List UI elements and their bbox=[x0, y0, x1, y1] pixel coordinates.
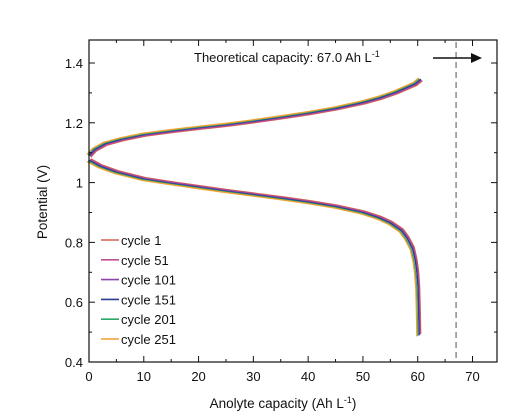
y-tick-label: 1 bbox=[76, 176, 83, 191]
legend: cycle 1 cycle 51 cycle 101 cycle 151 cycle 2… bbox=[101, 233, 176, 347]
legend-label: cycle 151 bbox=[121, 292, 176, 307]
annotation-arrowhead bbox=[471, 53, 482, 63]
y-tick-label: 0.8 bbox=[65, 235, 83, 250]
y-axis-label: Potential (V) bbox=[35, 165, 50, 239]
x-axis-label-main: Anolyte capacity (Ah L bbox=[210, 396, 345, 411]
x-axis-label-end: ) bbox=[352, 396, 357, 411]
series-discharge-line bbox=[88, 159, 420, 336]
legend-label: cycle 251 bbox=[121, 332, 176, 347]
y-axis-ticks: 0.4 0.6 0.8 1 1.2 1.4 bbox=[65, 56, 497, 370]
y-tick-label: 1.4 bbox=[65, 56, 83, 71]
series-discharge-line bbox=[87, 160, 419, 336]
x-tick-label: 70 bbox=[465, 369, 479, 384]
x-tick-label: 0 bbox=[85, 369, 92, 384]
x-axis-label: Anolyte capacity (Ah L-1) bbox=[210, 395, 357, 411]
x-tick-label: 50 bbox=[356, 369, 370, 384]
annotation-superscript: -1 bbox=[372, 49, 380, 59]
y-tick-label: 0.6 bbox=[65, 295, 83, 310]
plot-lines bbox=[86, 77, 423, 337]
series-charge-line bbox=[86, 77, 419, 155]
legend-label: cycle 51 bbox=[121, 253, 169, 268]
y-tick-label: 0.4 bbox=[65, 355, 83, 370]
x-tick-label: 10 bbox=[137, 369, 151, 384]
x-tick-label: 40 bbox=[301, 369, 315, 384]
legend-label: cycle 1 bbox=[121, 233, 161, 248]
series-discharge-line bbox=[86, 160, 418, 337]
annotation-text: Theoretical capacity: 67.0 Ah L bbox=[194, 50, 372, 65]
x-axis-label-superscript: -1 bbox=[344, 395, 352, 405]
x-tick-label: 60 bbox=[410, 369, 424, 384]
x-tick-label: 30 bbox=[246, 369, 260, 384]
theoretical-capacity-annotation: Theoretical capacity: 67.0 Ah L-1 bbox=[194, 49, 380, 65]
legend-label: cycle 101 bbox=[121, 273, 176, 288]
x-axis-ticks: 0 10 20 30 40 50 60 70 bbox=[85, 40, 480, 384]
plot-frame bbox=[88, 39, 498, 363]
x-tick-label: 20 bbox=[191, 369, 205, 384]
series-charge-line bbox=[88, 78, 422, 156]
legend-label: cycle 201 bbox=[121, 312, 176, 327]
y-tick-label: 1.2 bbox=[65, 116, 83, 131]
